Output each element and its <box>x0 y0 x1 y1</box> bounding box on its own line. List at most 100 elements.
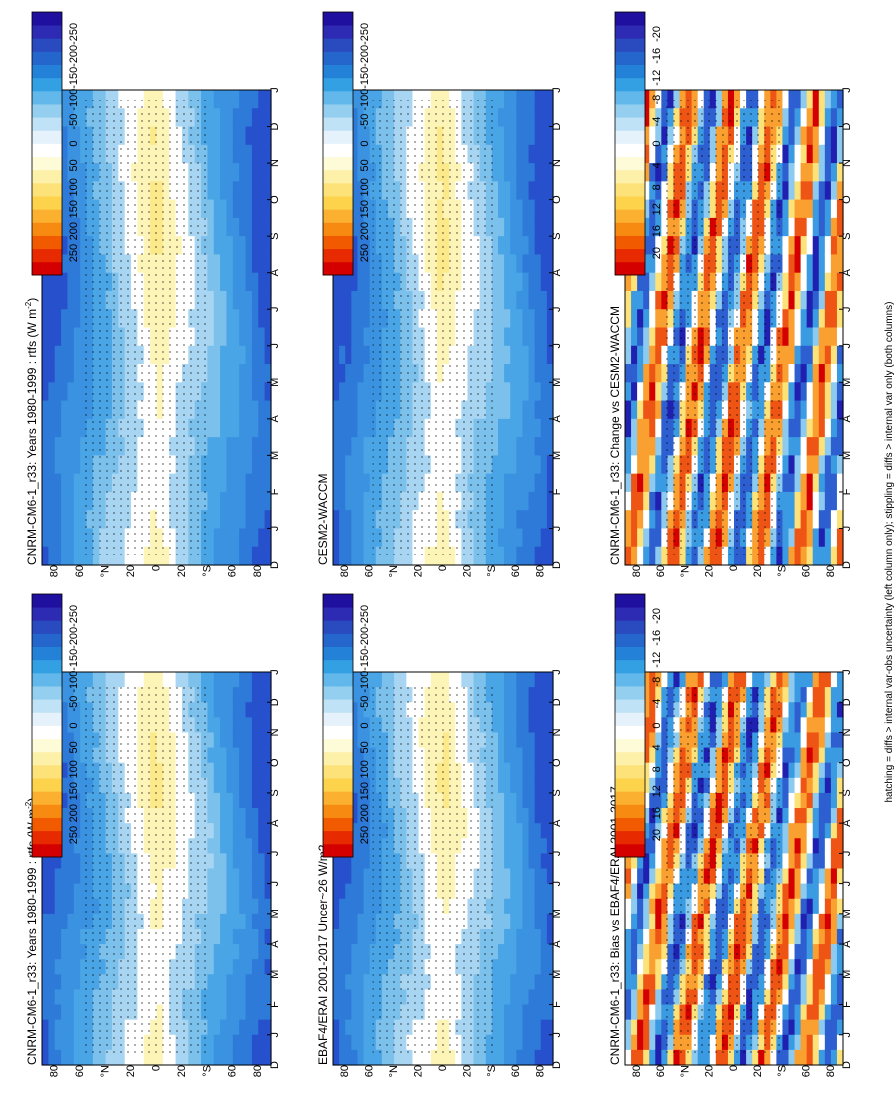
heatmap-cell <box>226 823 234 839</box>
heatmap-cell <box>830 808 838 824</box>
heatmap-cell <box>54 491 62 511</box>
colorbar <box>322 11 354 276</box>
heatmap-cell <box>510 455 517 475</box>
colorbar-label: -100 <box>68 671 80 693</box>
heatmap-cell <box>400 546 407 566</box>
heatmap-cell <box>213 944 221 960</box>
heatmap-cell <box>220 309 228 329</box>
heatmap-cell <box>649 913 656 930</box>
heatmap-cell <box>522 762 530 779</box>
heatmap-cell <box>516 732 524 749</box>
heatmap-cell <box>491 217 499 237</box>
month-tick-label: A <box>269 940 281 948</box>
heatmap-cell <box>498 345 505 365</box>
heatmap-cell <box>836 989 844 1006</box>
heatmap-cell <box>351 108 359 128</box>
heatmap-cell <box>124 546 132 566</box>
heatmap-cell <box>625 944 632 960</box>
heatmap-cell <box>836 687 844 703</box>
heatmap-cell <box>251 290 259 310</box>
heatmap-cell <box>498 1049 505 1066</box>
heatmap-cell <box>251 144 259 164</box>
heatmap-cell <box>258 290 266 310</box>
heatmap-cell <box>443 1049 450 1066</box>
heatmap-cell <box>534 792 542 809</box>
month-tick-label: D <box>269 123 281 131</box>
heatmap-cell <box>491 382 499 402</box>
heatmap-cell <box>818 974 826 991</box>
heatmap-cell <box>357 181 365 201</box>
heatmap-cell <box>546 959 554 975</box>
heatmap-cell <box>546 792 554 809</box>
heatmap-cell <box>42 898 49 915</box>
heatmap-cell <box>258 382 266 402</box>
heatmap-cell <box>245 883 253 900</box>
heatmap-cell <box>333 944 340 960</box>
colorbar-label: -250 <box>68 23 80 45</box>
heatmap-cell <box>546 309 554 329</box>
heatmap-cell <box>546 823 554 839</box>
heatmap-cell <box>540 687 548 703</box>
heatmap-cell <box>357 777 365 794</box>
colorbar-label: -200 <box>359 45 371 67</box>
colorbar-frame <box>322 593 354 858</box>
heatmap-cell <box>363 217 371 237</box>
heatmap-cell <box>649 792 656 809</box>
heatmap-cell <box>239 898 247 915</box>
heatmap-cell <box>510 732 517 749</box>
heatmap-cell <box>782 838 790 854</box>
heatmap-cell <box>363 989 371 1006</box>
heatmap-cell <box>207 327 215 347</box>
heatmap-cell <box>213 1019 221 1036</box>
heatmap-cell <box>220 944 228 960</box>
heatmap-cell <box>251 254 259 274</box>
heatmap-cell <box>546 974 554 991</box>
heatmap-cell <box>516 199 524 219</box>
heatmap-cell <box>491 455 499 475</box>
heatmap-cell <box>806 808 814 824</box>
heatmap-cell <box>213 868 221 885</box>
heatmap-cell <box>649 853 656 870</box>
heatmap-cell <box>491 473 499 493</box>
heatmap-cell <box>207 762 215 779</box>
heatmap-cell <box>546 777 554 794</box>
heatmap-cell <box>375 1049 383 1066</box>
heatmap-cell <box>522 717 530 734</box>
heatmap-cell <box>207 418 215 438</box>
heatmap-cell <box>226 364 234 383</box>
heatmap-cell <box>251 1019 259 1036</box>
heatmap-cell <box>213 126 221 146</box>
heatmap-cell <box>67 913 75 930</box>
heatmap-cell <box>220 762 228 779</box>
heatmap-cell <box>491 254 499 274</box>
heatmap-cell <box>510 928 517 945</box>
colorbar-label: 150 <box>359 782 371 800</box>
heatmap-cell <box>73 732 81 749</box>
heatmap-cell <box>546 382 554 402</box>
heatmap-cell <box>491 510 499 530</box>
heatmap-cell <box>649 974 656 991</box>
heatmap-cell <box>226 989 234 1006</box>
heatmap-cell <box>498 400 505 420</box>
heatmap-cell <box>264 672 272 688</box>
colorbar-segment <box>323 235 353 250</box>
heatmap-cell <box>258 199 266 219</box>
heatmap-cell <box>546 672 554 688</box>
heatmap-cell <box>504 702 511 718</box>
heatmap-cell <box>830 989 838 1006</box>
heatmap-cell <box>534 687 542 703</box>
heatmap-cell <box>528 510 536 530</box>
colorbar-segment <box>32 130 62 144</box>
heatmap-cell <box>504 400 511 420</box>
heatmap-cell <box>363 437 371 456</box>
heatmap-cell <box>818 1019 826 1036</box>
heatmap-cell <box>806 853 814 870</box>
heatmap-cell <box>232 717 240 734</box>
heatmap-cell <box>339 290 346 310</box>
heatmap-cell <box>504 792 511 809</box>
heatmap-cell <box>830 1004 838 1021</box>
heatmap-cell <box>836 672 844 688</box>
heatmap-cell <box>86 546 94 566</box>
heatmap-cell <box>226 236 234 256</box>
heatmap-cell <box>67 181 75 201</box>
